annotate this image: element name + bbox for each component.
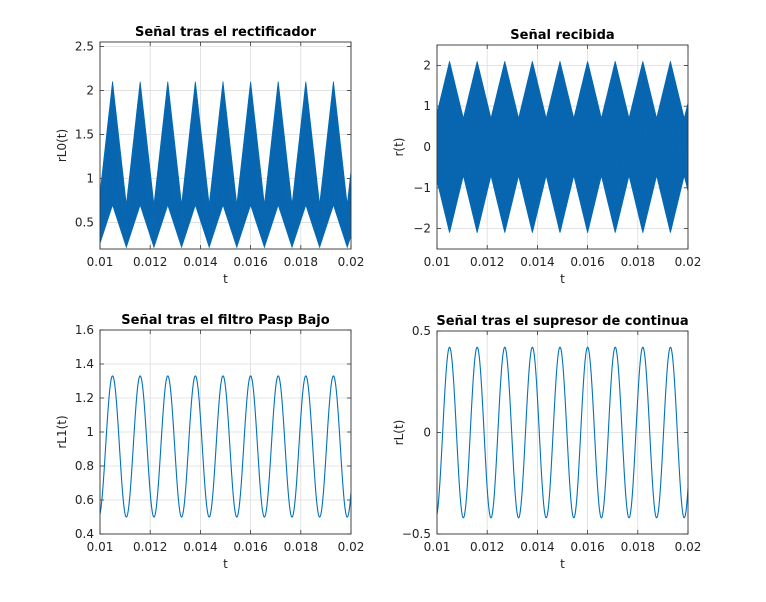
y-axis-label: rL1(t) [55,415,69,448]
x-axis-label: t [560,557,565,571]
axes-frame [99,41,352,250]
x-tick-label: 0.016 [233,255,267,269]
chart-title: Señal tras el rectificador [135,25,317,40]
y-tick-label: 0.4 [75,527,94,541]
series-line [100,375,351,518]
chart-rectifier: 0.01 0.012 0.014 0.016 0.018 0.02 0.5 1 1.5 2 2.5 S… [55,25,364,286]
series-line [100,81,351,247]
y-tick-label: −2 [413,222,431,236]
y-tick-label: 0.8 [75,459,94,473]
y-tick-label: 1.6 [75,323,94,337]
axes-frame [436,330,689,535]
x-tick-label: 0.014 [520,255,554,269]
axes-frame [99,329,352,535]
x-tick-label: 0.018 [284,540,318,554]
series-line [437,61,688,233]
x-tick-label: 0.012 [133,540,167,554]
x-tick-label: 0.02 [338,540,365,554]
x-tick-label: 0.014 [183,255,217,269]
y-tick-label: −1 [413,181,431,195]
x-tick-label: 0.018 [284,255,318,269]
x-tick-label: 0.016 [233,540,267,554]
x-tick-label: 0.014 [520,540,554,554]
y-tick-label: −0.5 [402,527,431,541]
y-axis-label: rL0(t) [55,129,69,162]
y-tick-label: 1 [86,172,94,186]
y-axis-label: r(t) [392,137,406,156]
x-tick-label: 0.014 [183,540,217,554]
x-tick-label: 0.016 [570,540,604,554]
x-tick-label: 0.012 [133,255,167,269]
y-tick-label: 2.5 [75,39,94,53]
x-tick-label: 0.01 [424,540,451,554]
chart-received-signal: 0.01 0.012 0.014 0.016 0.018 0.02 −2 −1 0 1 2 Señal… [392,28,701,286]
x-axis-label: t [223,557,228,571]
y-tick-label: 0.5 [412,324,431,338]
x-tick-label: 0.02 [675,540,702,554]
y-tick-label: 1 [423,99,431,113]
y-tick-label: 0.6 [75,493,94,507]
y-tick-label: 2 [86,83,94,97]
x-tick-label: 0.018 [621,540,655,554]
y-tick-label: 0.5 [75,216,94,230]
x-tick-label: 0.018 [621,255,655,269]
y-tick-label: 1.2 [75,391,94,405]
x-axis-label: t [560,272,565,286]
x-tick-label: 0.02 [338,255,365,269]
y-tick-label: 1.5 [75,127,94,141]
y-tick-label: 0 [423,140,431,154]
x-tick-label: 0.02 [675,255,702,269]
chart-title: Señal tras el supresor de continua [436,314,688,329]
x-tick-label: 0.01 [87,540,114,554]
y-axis-label: rL(t) [392,420,406,446]
chart-lowpass-filter: 0.01 0.012 0.014 0.016 0.018 0.02 0.4 0.6 0.8 1 1.… [55,313,364,571]
x-tick-label: 0.01 [424,255,451,269]
y-tick-label: 1.4 [75,357,94,371]
x-tick-label: 0.016 [570,255,604,269]
chart-title: Señal tras el filtro Pasp Bajo [121,313,329,328]
y-tick-label: 2 [423,58,431,72]
x-tick-label: 0.012 [470,255,504,269]
y-tick-label: 1 [86,425,94,439]
chart-dc-suppressor: 0.01 0.012 0.014 0.016 0.018 0.02 −0.5 0 0.5 Seña… [392,314,701,571]
series-line [437,346,688,519]
axes-frame [436,44,689,250]
x-axis-label: t [223,272,228,286]
y-tick-label: 0 [423,426,431,440]
x-tick-label: 0.012 [470,540,504,554]
x-tick-label: 0.01 [87,255,114,269]
chart-title: Señal recibida [510,28,614,43]
